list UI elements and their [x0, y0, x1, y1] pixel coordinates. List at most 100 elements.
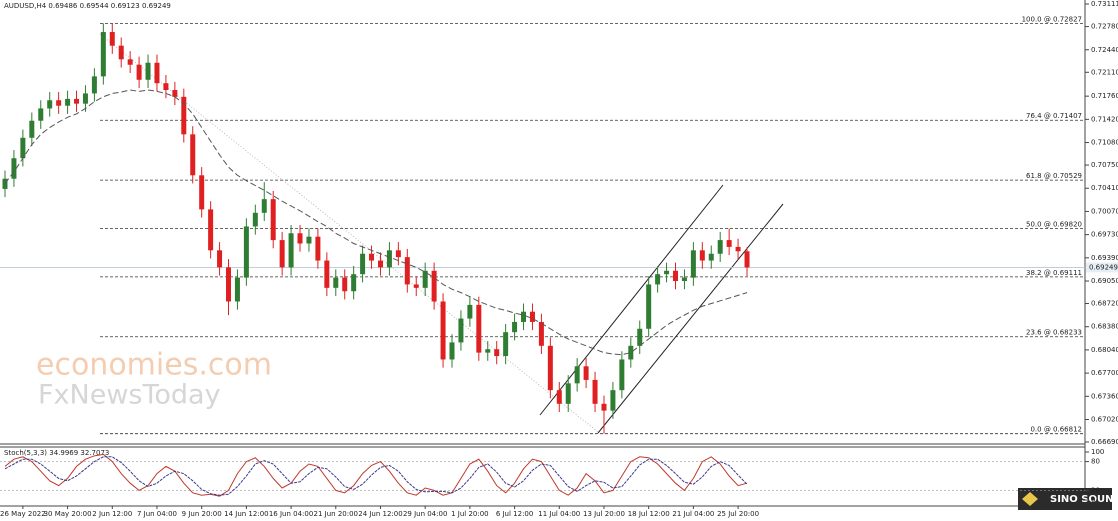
x-tick-label: 2 Jun 12:00 [92, 510, 132, 518]
y-tick-label: 100 [1091, 448, 1104, 456]
x-tick-label: 9 Jun 20:00 [182, 510, 222, 518]
candle-body [610, 390, 616, 411]
stoch-line [4, 456, 748, 496]
candle-body [699, 250, 705, 261]
candle-body [637, 328, 643, 346]
candle-body [538, 321, 544, 346]
candle-body [20, 137, 26, 159]
y-tick-label: 0.67360 [1091, 392, 1118, 400]
x-tick-label: 26 May 2022 [0, 510, 46, 518]
watermark: FxNewsToday [38, 380, 221, 411]
candle-body [11, 158, 17, 179]
channel-line [539, 184, 724, 416]
fib-label: 23.6 @ 0.68233 [1026, 329, 1082, 337]
current-price-tag [1086, 262, 1118, 273]
candle-body [74, 98, 80, 104]
candle-body [458, 318, 464, 343]
candle-body [592, 379, 598, 404]
candle-body [556, 390, 562, 404]
chart-title: AUDUSD,H4 0.69486 0.69544 0.69123 0.6924… [4, 2, 171, 10]
candle-body [243, 226, 249, 278]
y-tick-label: 0.66690 [1091, 438, 1118, 446]
x-tick-label: 30 May 20:00 [44, 510, 92, 518]
candle-body [82, 93, 88, 104]
candle-body [744, 251, 750, 268]
y-tick-label: 0.70410 [1091, 184, 1118, 192]
candle-body [619, 359, 625, 391]
y-tick-label: 0.73111 [1091, 0, 1118, 8]
candle-body [655, 274, 661, 285]
candle-body [628, 345, 634, 360]
candle-body [279, 240, 285, 268]
x-tick-label: 13 Jul 20:00 [583, 510, 625, 518]
stoch-line [4, 453, 748, 497]
y-tick-label: 0.67700 [1091, 369, 1118, 377]
logo-text: SINO SOUND [1050, 494, 1118, 505]
candle-body [217, 250, 223, 268]
candle-body [315, 236, 321, 261]
y-tick-label: 0.72780 [1091, 23, 1118, 31]
candle-body [521, 311, 527, 322]
x-tick-label: 21 Jul 04:00 [672, 510, 714, 518]
x-tick-label: 18 Jul 12:00 [628, 510, 670, 518]
candle-body [252, 212, 258, 227]
y-tick-label: 80 [1091, 458, 1100, 466]
y-tick-label: 0.67020 [1091, 415, 1118, 423]
y-tick-label: 0.70070 [1091, 207, 1118, 215]
candle-body [467, 304, 473, 319]
candle-body [333, 277, 339, 288]
x-tick-label: 21 Jun 20:00 [314, 510, 358, 518]
candle-body [199, 175, 205, 210]
logo-box [1018, 488, 1112, 510]
candle-body [306, 236, 312, 244]
y-tick-label: 0.68720 [1091, 300, 1118, 308]
y-tick-label: 0 [1091, 496, 1095, 504]
candle-body [297, 233, 303, 244]
candle-body [413, 284, 419, 288]
candle-body [127, 59, 133, 65]
x-tick-label: 14 Jun 12:00 [224, 510, 268, 518]
logo: SINO SOUND [1018, 488, 1118, 510]
y-tick-label: 0.69390 [1091, 254, 1118, 262]
candle-body [2, 178, 8, 189]
candle-body [190, 134, 196, 176]
candle-body [494, 349, 500, 357]
candle-body [512, 321, 518, 333]
candle-body [377, 260, 383, 268]
candle-body [91, 76, 97, 94]
fib-label: 61.8 @ 0.70529 [1026, 172, 1082, 180]
candle-body [145, 62, 151, 80]
fib-label: 38.2 @ 0.69111 [1026, 269, 1082, 277]
x-tick-label: 16 Jun 04:00 [269, 510, 313, 518]
candle-body [270, 199, 276, 241]
y-tick-label: 0.68380 [1091, 323, 1118, 331]
candle-body [369, 253, 375, 261]
candle-body [476, 304, 482, 353]
candle-body [181, 96, 187, 135]
x-tick-label: 29 Jun 04:00 [403, 510, 447, 518]
x-tick-label: 1 Jul 20:00 [451, 510, 489, 518]
y-tick-label: 0.70750 [1091, 161, 1118, 169]
candle-body [226, 267, 231, 302]
y-tick-label: 0.71080 [1091, 139, 1118, 147]
x-tick-label: 11 Jul 04:00 [538, 510, 580, 518]
candle-body [386, 250, 392, 268]
candle-body [163, 83, 169, 91]
candle-body [673, 270, 678, 282]
candle-body [65, 98, 71, 106]
candle-body [324, 260, 330, 288]
y-tick-label: 0.69730 [1091, 231, 1118, 239]
x-tick-label: 7 Jun 04:00 [137, 510, 177, 518]
fib-label: 0.0 @ 0.66812 [1030, 426, 1082, 434]
current-price-label: 0.69249 [1089, 263, 1118, 271]
channel-line [597, 203, 784, 434]
candle-body [547, 345, 553, 391]
candle-body [29, 120, 35, 138]
candle-body [529, 311, 535, 322]
candle-body [708, 253, 714, 261]
candle-body [351, 274, 357, 292]
y-tick-label: 0.68040 [1091, 346, 1118, 354]
candle-body [56, 100, 62, 106]
candle-body [404, 257, 410, 285]
candle-body [38, 108, 44, 121]
